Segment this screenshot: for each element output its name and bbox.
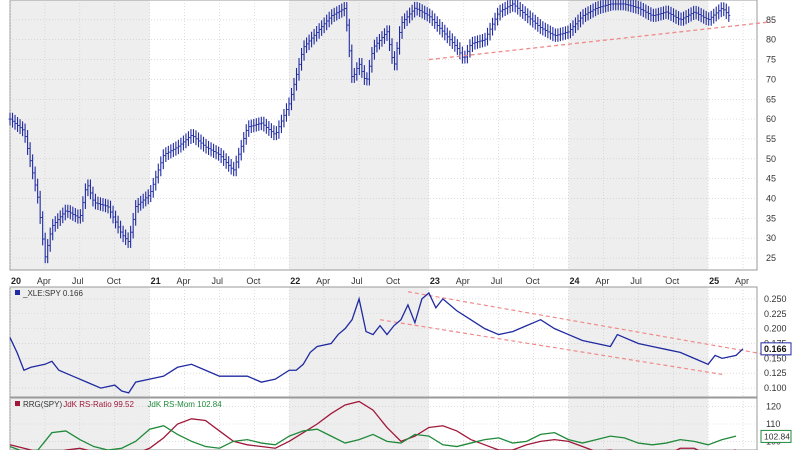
y-tick-label: 80 [766,35,776,45]
x-tick-label: Apr [177,276,191,286]
y-tick-label: 120 [766,402,781,412]
y-tick-label: 0.150 [764,353,787,363]
rs-mom-line [9,425,737,453]
ratio-trendline [379,319,723,375]
y-tick-label: 0.225 [764,309,787,319]
y-tick-label: 35 [766,213,776,223]
y-tick-label: 75 [766,55,776,65]
x-tick-label: Oct [107,276,122,286]
y-tick-label: 0.200 [764,324,787,334]
y-tick-label: 40 [766,194,776,204]
x-tick-label: Oct [386,276,401,286]
ratio-legend: _XLE:SPY 0.166 [22,289,83,298]
y-tick-label: 30 [766,233,776,243]
x-tick-label: Oct [665,276,680,286]
ratio-line [9,291,744,394]
legend-swatch [15,290,20,295]
x-tick-label: Apr [37,276,51,286]
rrg-last-value-box [760,429,792,443]
x-tick-label: Apr [316,276,330,286]
last-value-box [760,342,792,356]
price-bars [8,0,731,264]
x-tick-label: 22 [290,276,300,286]
y-tick-label: 0.250 [764,294,787,304]
x-tick-label: 24 [570,276,580,286]
year-band [289,398,429,450]
y-tick-label: 60 [766,114,776,124]
x-tick-label: 20 [11,276,21,286]
y-tick-label: 0.125 [764,368,787,378]
y-tick-label: 65 [766,94,776,104]
legend-swatch [15,401,20,406]
y-tick-label: 70 [766,74,776,84]
rrg-legend-item: JdK RS-Ratio 99.52 [63,400,134,409]
y-tick-label: 0.100 [764,383,787,393]
x-tick-label: 21 [151,276,161,286]
x-tick-label: Jul [351,276,363,286]
x-tick-label: Apr [595,276,609,286]
y-tick-label: 45 [766,174,776,184]
y-tick-label: 55 [766,134,776,144]
last-value-label: 0.166 [764,344,787,354]
x-tick-label: Apr [456,276,470,286]
rrg-legend-item: RRG(SPY) [23,400,62,409]
price-trendline [428,21,772,61]
x-tick-label: Oct [246,276,261,286]
x-tick-label: Jul [211,276,223,286]
x-tick-label: Jul [72,276,84,286]
rrg-last-value-label: 102.84 [764,431,790,441]
rrg-legend-item: JdK RS-Mom 102.84 [147,400,222,409]
x-tick-label: Jul [630,276,642,286]
y-tick-label: 85 [766,15,776,25]
y-tick-label: 110 [766,419,780,429]
ratio-trendline [407,291,772,356]
x-tick-label: Apr [735,276,749,286]
x-tick-label: 23 [430,276,440,286]
y-tick-label: 25 [766,253,776,263]
x-tick-label: Jul [491,276,503,286]
y-tick-label: 50 [766,154,776,164]
x-tick-label: 25 [709,276,719,286]
x-tick-label: Oct [526,276,541,286]
